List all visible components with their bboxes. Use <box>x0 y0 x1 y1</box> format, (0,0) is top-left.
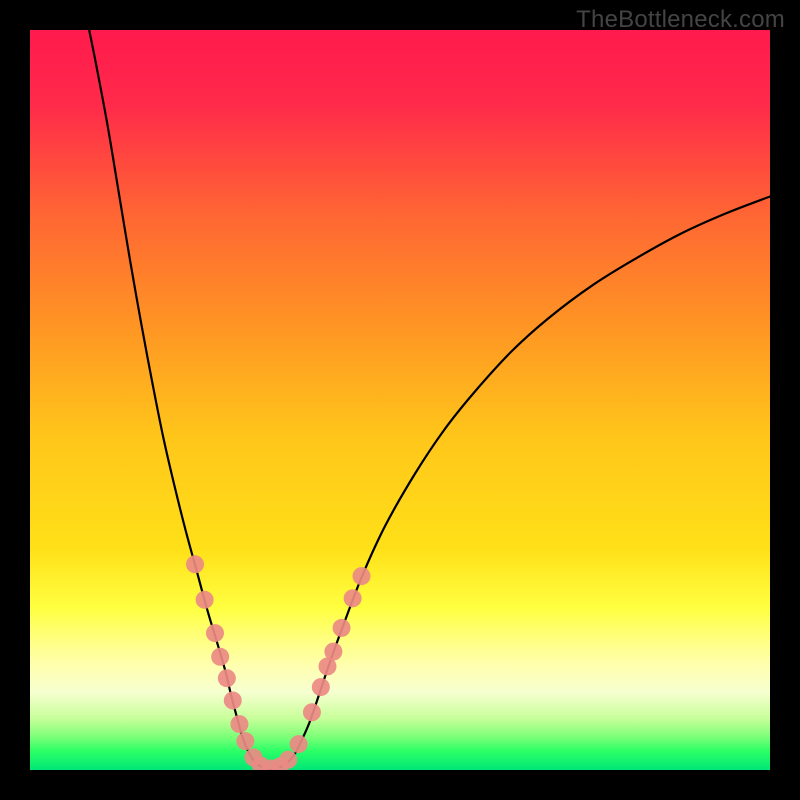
scatter-point <box>353 567 371 585</box>
scatter-point <box>290 735 308 753</box>
scatter-point <box>303 703 321 721</box>
scatter-point <box>324 643 342 661</box>
scatter-point <box>211 648 229 666</box>
scatter-group <box>186 555 370 770</box>
scatter-point <box>186 555 204 573</box>
scatter-point <box>196 591 214 609</box>
scatter-point <box>279 751 297 769</box>
scatter-point <box>333 619 351 637</box>
chart-svg <box>30 30 770 770</box>
scatter-point <box>344 589 362 607</box>
scatter-point <box>224 691 242 709</box>
scatter-point <box>230 715 248 733</box>
scatter-point <box>312 678 330 696</box>
scatter-point <box>218 669 236 687</box>
scatter-point <box>206 624 224 642</box>
scatter-point <box>236 732 254 750</box>
watermark-text: TheBottleneck.com <box>576 6 785 34</box>
plot-area <box>30 30 770 770</box>
watermark-label: TheBottleneck.com <box>576 6 785 33</box>
bottleneck-curve <box>89 30 770 770</box>
